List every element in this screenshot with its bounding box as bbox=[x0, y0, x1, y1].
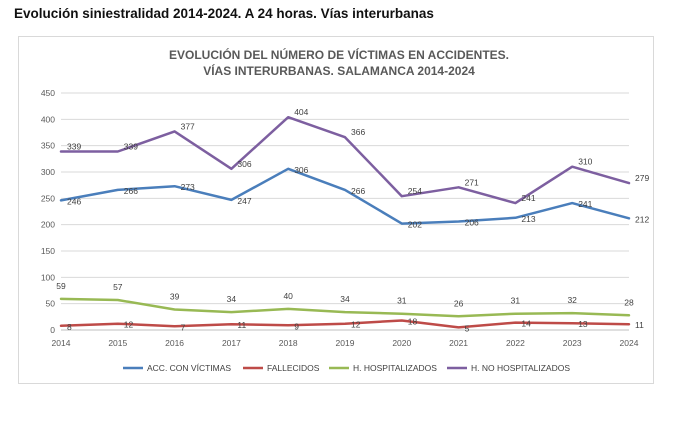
legend-label-fall: FALLECIDOS bbox=[267, 363, 320, 373]
data-label-hosp: 31 bbox=[397, 296, 407, 306]
y-tick-label: 0 bbox=[50, 325, 55, 335]
y-tick-label: 50 bbox=[46, 299, 56, 309]
data-label-nohosp: 339 bbox=[124, 141, 138, 151]
data-label-acc: 306 bbox=[294, 165, 308, 175]
x-tick-label: 2020 bbox=[392, 338, 411, 348]
y-tick-label: 350 bbox=[41, 141, 55, 151]
data-label-nohosp: 241 bbox=[521, 193, 535, 203]
data-label-hosp: 28 bbox=[624, 297, 634, 307]
x-tick-label: 2015 bbox=[108, 338, 127, 348]
data-label-nohosp: 279 bbox=[635, 173, 649, 183]
y-tick-label: 300 bbox=[41, 167, 55, 177]
y-tick-label: 200 bbox=[41, 220, 55, 230]
y-tick-label: 100 bbox=[41, 272, 55, 282]
data-label-nohosp: 271 bbox=[465, 177, 479, 187]
legend: ACC. CON VÍCTIMAS FALLECIDOS H. HOSPITALIZ… bbox=[123, 363, 570, 373]
data-label-hosp: 34 bbox=[227, 294, 237, 304]
data-label-hosp: 34 bbox=[340, 294, 350, 304]
y-axis-ticks: 0 50 100 150 200 250 300 350 400 450 bbox=[41, 88, 55, 335]
data-label-nohosp: 254 bbox=[408, 186, 422, 196]
data-label-acc: 266 bbox=[351, 186, 365, 196]
data-label-fall: 8 bbox=[67, 322, 72, 332]
data-label-fall: 14 bbox=[521, 319, 531, 329]
series-line-hosp bbox=[59, 297, 631, 318]
data-label-acc: 241 bbox=[578, 199, 592, 209]
data-label-nohosp: 306 bbox=[237, 159, 251, 169]
legend-label-hosp: H. HOSPITALIZADOS bbox=[353, 363, 437, 373]
legend-label-acc: ACC. CON VÍCTIMAS bbox=[147, 363, 231, 373]
chart-container: EVOLUCIÓN DEL NÚMERO DE VÍCTIMAS EN ACCI… bbox=[18, 36, 654, 384]
x-tick-label: 2018 bbox=[279, 338, 298, 348]
x-tick-label: 2022 bbox=[506, 338, 525, 348]
x-tick-label: 2017 bbox=[222, 338, 241, 348]
data-label-hosp: 57 bbox=[113, 282, 123, 292]
data-label-hosp: 59 bbox=[56, 281, 66, 291]
data-label-acc: 273 bbox=[181, 182, 195, 192]
x-axis-ticks: 2014 2015 2016 2017 2018 2019 2020 2021 2022 2023… bbox=[52, 338, 639, 348]
data-label-nohosp: 339 bbox=[67, 141, 81, 151]
y-tick-label: 450 bbox=[41, 88, 55, 98]
data-label-fall: 11 bbox=[237, 320, 246, 330]
data-labels: 246 266 273 247 306 266 202 206 213 241 212 8 12 7 11 9… bbox=[56, 107, 649, 333]
series-lines bbox=[59, 115, 631, 329]
data-label-acc: 213 bbox=[521, 214, 535, 224]
x-tick-label: 2014 bbox=[52, 338, 71, 348]
data-label-nohosp: 310 bbox=[578, 157, 592, 167]
page-heading: Evolución siniestralidad 2014-2024. A 24… bbox=[14, 6, 434, 21]
x-tick-label: 2019 bbox=[336, 338, 355, 348]
data-label-nohosp: 377 bbox=[181, 121, 195, 131]
data-label-fall: 11 bbox=[635, 320, 644, 330]
legend-label-nohosp: H. NO HOSPITALIZADOS bbox=[471, 363, 570, 373]
series-line-nohosp bbox=[59, 115, 631, 205]
data-label-hosp: 26 bbox=[454, 298, 464, 308]
data-label-nohosp: 404 bbox=[294, 107, 308, 117]
chart-title-line-1: EVOLUCIÓN DEL NÚMERO DE VÍCTIMAS EN ACCI… bbox=[169, 47, 509, 62]
y-tick-label: 150 bbox=[41, 246, 55, 256]
gridlines bbox=[61, 92, 629, 331]
line-chart: EVOLUCIÓN DEL NÚMERO DE VÍCTIMAS EN ACCI… bbox=[41, 47, 650, 373]
data-label-acc: 247 bbox=[237, 196, 251, 206]
series-line-acc bbox=[59, 167, 631, 225]
data-label-fall: 12 bbox=[124, 320, 134, 330]
data-label-fall: 7 bbox=[181, 322, 186, 332]
data-label-hosp: 39 bbox=[170, 291, 180, 301]
data-label-hosp: 32 bbox=[567, 295, 577, 305]
data-label-nohosp: 366 bbox=[351, 127, 365, 137]
data-label-acc: 246 bbox=[67, 196, 81, 206]
x-tick-label: 2016 bbox=[165, 338, 184, 348]
series-line-fall bbox=[59, 319, 631, 329]
data-label-fall: 9 bbox=[294, 321, 299, 331]
data-label-hosp: 40 bbox=[283, 291, 293, 301]
chart-title-line-2: VÍAS INTERURBANAS. SALAMANCA 2014-2024 bbox=[203, 63, 475, 78]
x-tick-label: 2023 bbox=[563, 338, 582, 348]
data-label-fall: 18 bbox=[408, 317, 418, 327]
data-label-acc: 206 bbox=[465, 218, 479, 228]
data-label-acc: 212 bbox=[635, 214, 649, 224]
data-label-fall: 13 bbox=[578, 319, 588, 329]
data-label-hosp: 31 bbox=[511, 296, 521, 306]
data-label-acc: 266 bbox=[124, 186, 138, 196]
y-tick-label: 250 bbox=[41, 193, 55, 203]
data-label-fall: 5 bbox=[465, 323, 470, 333]
chart-title: EVOLUCIÓN DEL NÚMERO DE VÍCTIMAS EN ACCI… bbox=[169, 47, 509, 78]
y-tick-label: 400 bbox=[41, 114, 55, 124]
data-label-acc: 202 bbox=[408, 220, 422, 230]
x-tick-label: 2021 bbox=[449, 338, 468, 348]
data-label-fall: 12 bbox=[351, 320, 361, 330]
x-tick-label: 2024 bbox=[620, 338, 639, 348]
